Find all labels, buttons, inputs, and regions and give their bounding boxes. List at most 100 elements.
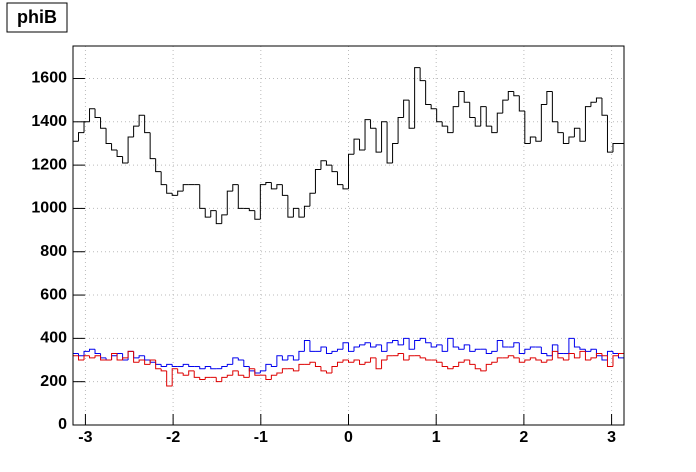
- histogram-bin: [193, 370, 200, 378]
- histogram-bin: [485, 363, 492, 371]
- histogram-bin: [386, 342, 393, 352]
- histogram-bin: [403, 99, 410, 118]
- histogram-bin: [265, 181, 272, 185]
- histogram-bin: [535, 357, 542, 361]
- histogram-bin: [370, 357, 377, 363]
- histogram-bin: [314, 362, 321, 368]
- histogram-bin: [568, 337, 575, 354]
- histogram-bin: [518, 342, 525, 355]
- y-tick-label: 1400: [31, 113, 67, 130]
- histogram-bin: [292, 368, 299, 372]
- histogram-bin: [474, 348, 481, 352]
- histogram-bin: [94, 108, 101, 118]
- histogram-bin: [111, 143, 118, 151]
- histogram-bin: [155, 360, 162, 370]
- histogram-bin: [491, 361, 498, 365]
- histogram-bin: [78, 355, 85, 361]
- histogram-bin: [513, 91, 520, 97]
- histogram-bin: [259, 370, 266, 374]
- histogram-bin: [166, 363, 173, 367]
- histogram-bin: [298, 350, 305, 361]
- histogram-bin: [270, 364, 277, 368]
- histogram-bin: [138, 359, 145, 363]
- histogram-bin: [595, 353, 602, 358]
- histogram-bin: [595, 97, 602, 103]
- histogram-bin: [573, 353, 580, 359]
- histogram-bin: [133, 125, 140, 137]
- histogram-bin: [348, 153, 355, 189]
- x-tick-label: 1: [432, 429, 441, 446]
- histogram-bin: [122, 357, 129, 361]
- histogram-bin: [149, 359, 156, 365]
- histogram-bin: [568, 136, 575, 144]
- histogram-bin: [524, 110, 531, 144]
- histogram-bin: [458, 347, 465, 350]
- histogram-bin: [612, 355, 619, 367]
- histogram-bin: [182, 373, 189, 376]
- x-tick-label: 3: [607, 429, 616, 446]
- histogram-bin: [199, 377, 206, 381]
- histogram-bin: [215, 377, 222, 383]
- histogram-bin: [100, 355, 107, 361]
- histogram-bin: [237, 370, 244, 376]
- histogram-bin: [94, 349, 101, 355]
- histogram-bin: [557, 121, 564, 134]
- histogram-bin: [83, 355, 90, 361]
- histogram-bin: [188, 370, 195, 376]
- histogram-bin: [303, 340, 310, 352]
- histogram-bin: [551, 350, 558, 361]
- histogram-bin: [513, 355, 520, 359]
- histogram-bin: [270, 374, 277, 380]
- histogram-bin: [144, 115, 151, 134]
- histogram-bin: [320, 346, 327, 352]
- histogram-bin: [127, 136, 134, 163]
- histogram-bin: [441, 362, 448, 368]
- histogram-bin: [78, 353, 85, 357]
- histogram-bin: [182, 363, 189, 367]
- histogram-bin: [535, 136, 542, 142]
- histogram-bin: [584, 351, 591, 361]
- histogram-bin: [529, 346, 536, 350]
- histogram-bin: [78, 132, 85, 142]
- histogram-bin: [419, 337, 426, 341]
- histogram-bin: [381, 359, 388, 369]
- histogram-bin: [281, 355, 288, 361]
- histogram-bin: [221, 214, 228, 224]
- histogram-bin: [138, 114, 145, 127]
- histogram-bin: [116, 353, 123, 361]
- histogram-bin: [375, 357, 382, 370]
- histogram-bin: [342, 359, 349, 363]
- histogram-bin: [463, 359, 470, 363]
- histogram-bin: [160, 171, 167, 186]
- histogram-bin: [160, 368, 167, 372]
- histogram-bin: [177, 190, 184, 196]
- histogram-bin: [403, 337, 410, 345]
- histogram-bin: [210, 210, 217, 218]
- histogram-bin: [573, 127, 580, 137]
- histogram-bin: [507, 90, 514, 101]
- histogram-bin: [133, 351, 140, 363]
- histogram-bin: [397, 116, 404, 144]
- histogram-bin: [331, 350, 338, 354]
- y-tick-label: 200: [40, 373, 67, 390]
- histogram-bin: [89, 355, 96, 359]
- histogram-bin: [524, 359, 531, 363]
- histogram-bin: [237, 357, 244, 361]
- histogram-bin: [403, 353, 410, 361]
- histogram-bin: [568, 353, 575, 361]
- histogram-bin: [204, 366, 211, 369]
- histogram-bin: [100, 117, 107, 129]
- histogram-bin: [83, 121, 90, 133]
- histogram-bin: [353, 359, 360, 363]
- histogram-bin: [281, 184, 288, 196]
- plot-frame: [72, 45, 625, 426]
- x-tick-label: 0: [344, 429, 353, 446]
- histogram-bin: [414, 340, 421, 350]
- histogram-bin: [320, 366, 327, 372]
- histogram-bin: [452, 338, 459, 348]
- histogram-bin: [160, 364, 167, 368]
- histogram-bin: [281, 368, 288, 374]
- histogram-bin: [601, 355, 608, 361]
- histogram-bin: [425, 338, 432, 344]
- histogram-bin: [375, 344, 382, 348]
